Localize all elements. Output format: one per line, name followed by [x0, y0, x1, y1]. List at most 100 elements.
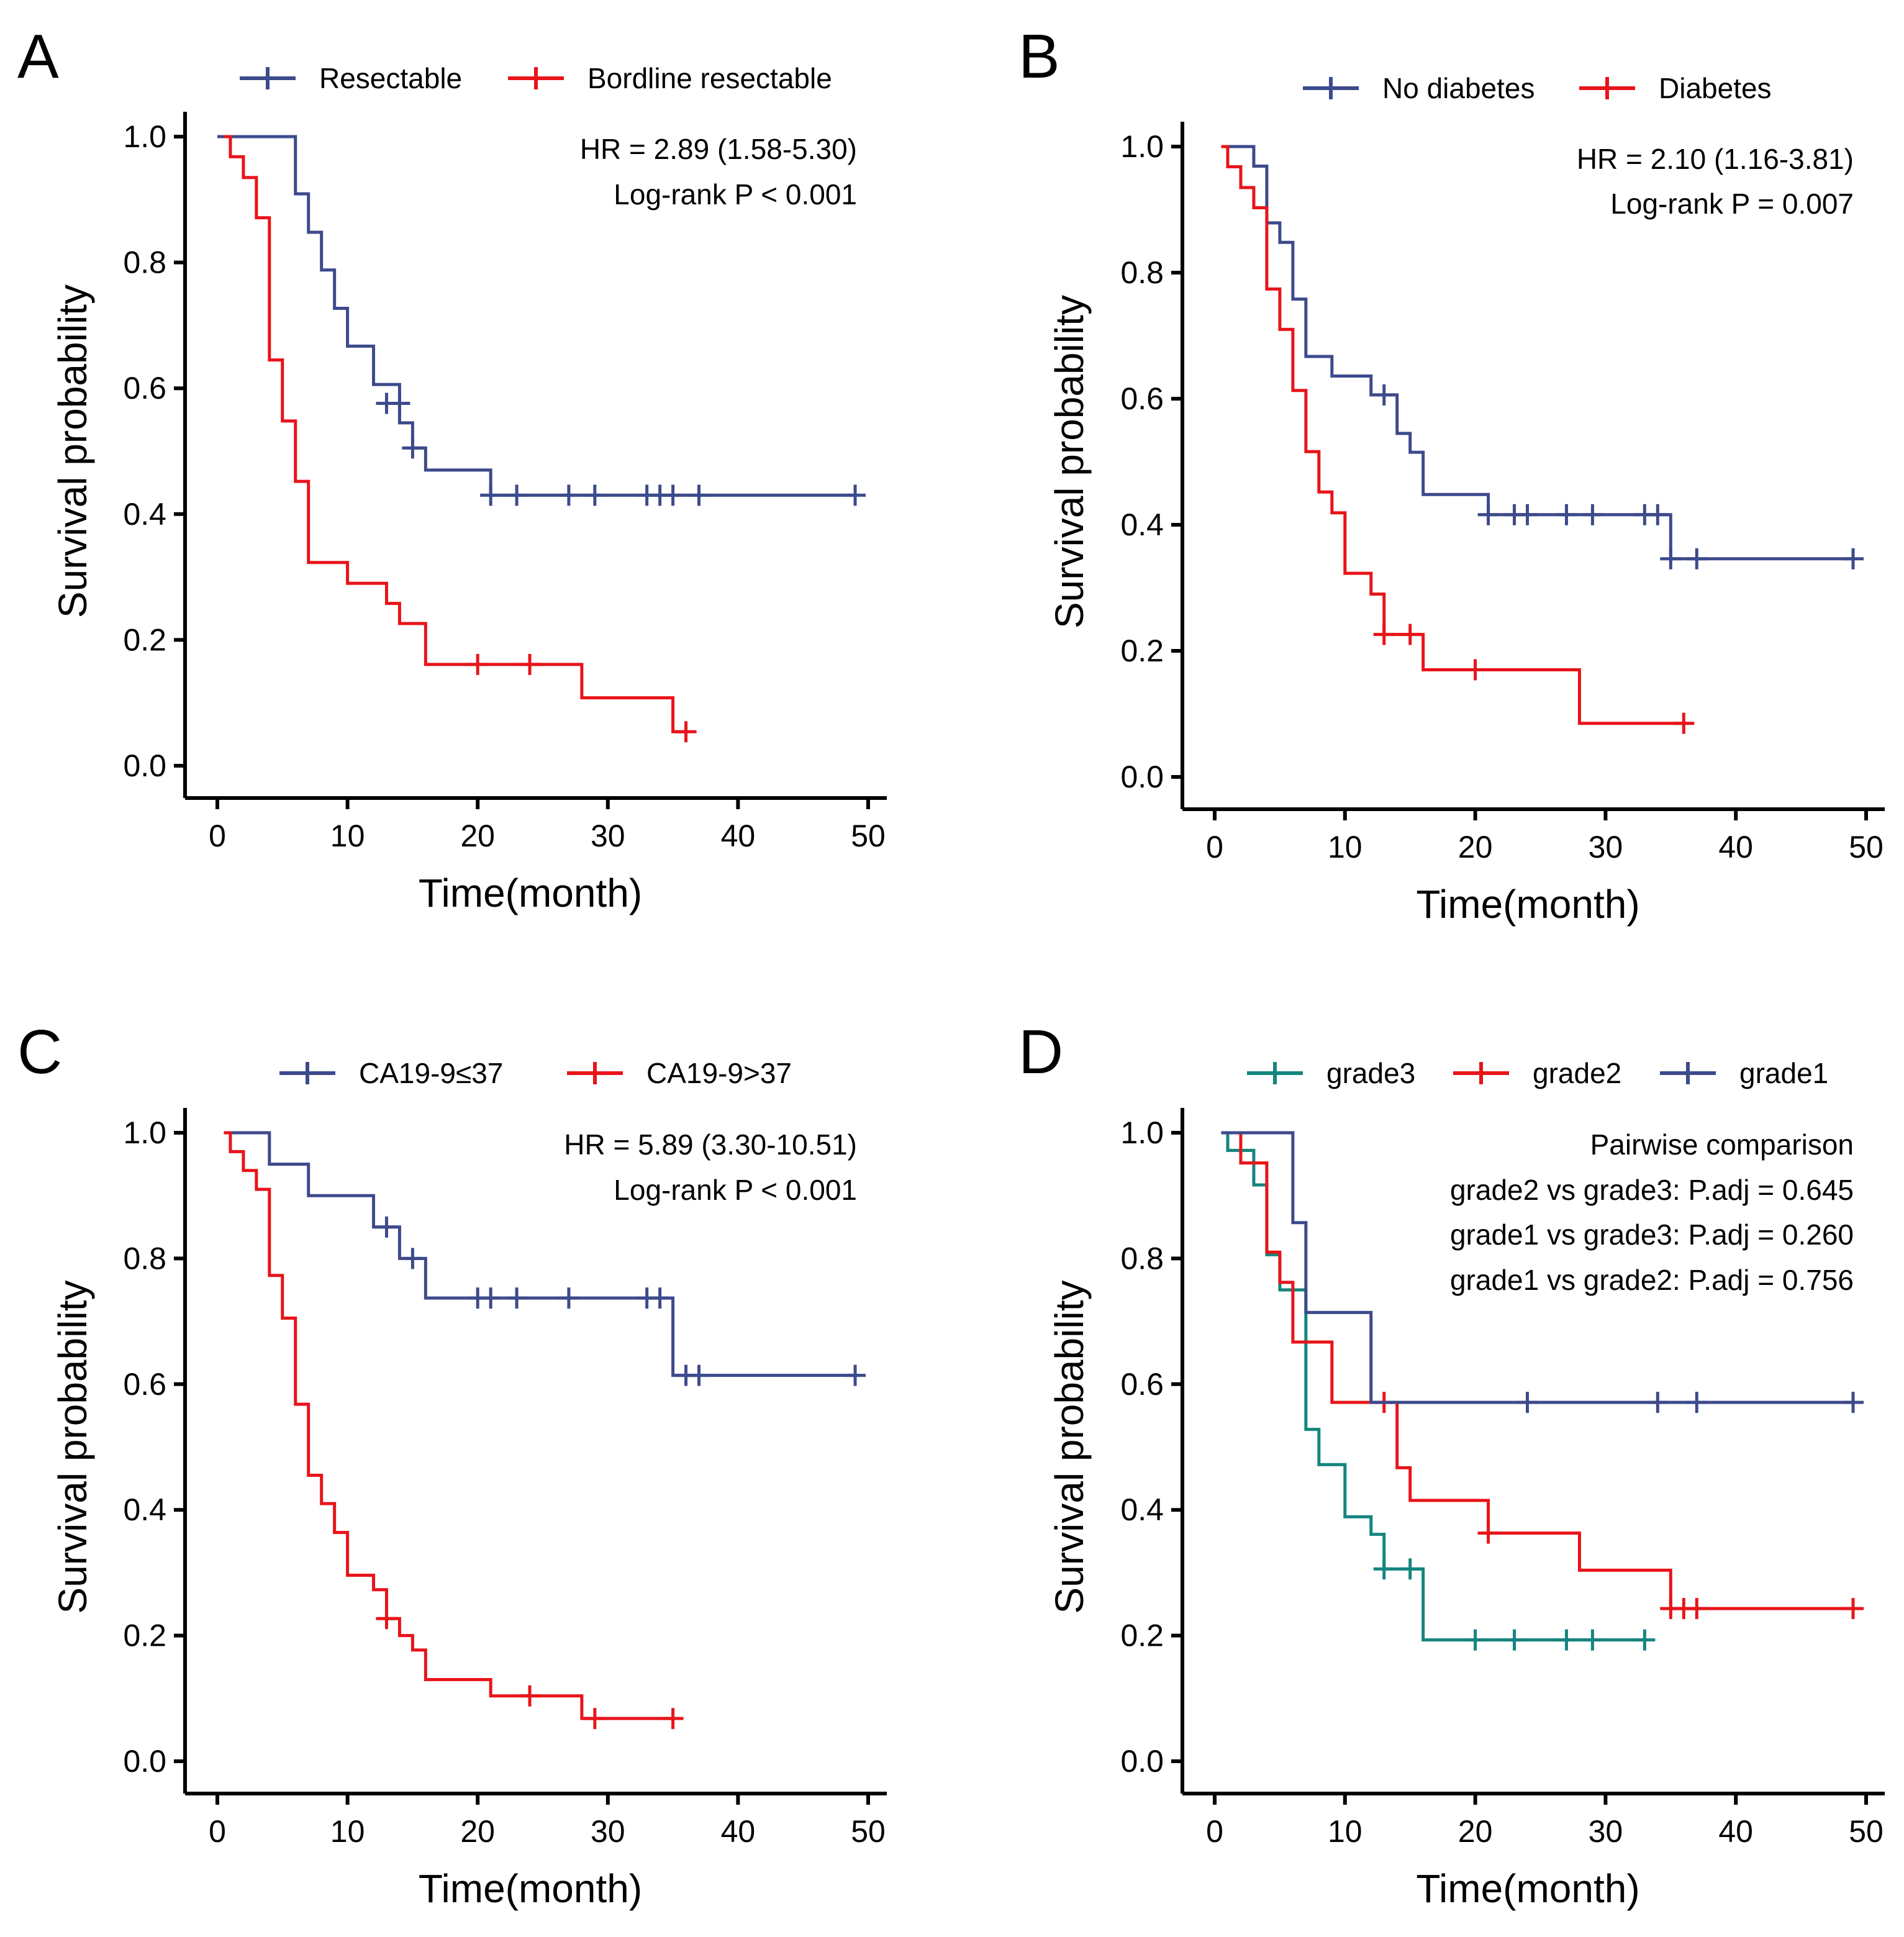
annotation-text: Log-rank P < 0.001	[614, 178, 857, 211]
x-tick-label: 40	[721, 819, 756, 853]
survival-curve-grade3	[1221, 1131, 1645, 1642]
survival-curve-bordline-resectable	[224, 135, 686, 733]
y-tick-label: 0.8	[123, 1241, 166, 1276]
legend-entry: No diabetes	[1303, 72, 1535, 104]
x-tick-label: 0	[1206, 1814, 1223, 1849]
panel-b: B 0.0 0.2 0.4 0.6 0.8 1.0 0 10 20 30 40 50 Time(month…	[1018, 22, 1885, 927]
legend-label: No diabetes	[1382, 72, 1535, 104]
y-tick-label: 0.2	[1120, 633, 1164, 668]
panel-a: A 0.0 0.2 0.4 0.6 0.8 1.0 0 10 20 30 40 50 Time(month…	[17, 22, 887, 915]
y-tick-label: 0.4	[1120, 1492, 1164, 1527]
y-tick-label: 0.6	[1120, 381, 1164, 416]
panel-c: C 0.0 0.2 0.4 0.6 0.8 1.0 0 10 20 30 40 50 Time(month…	[17, 1017, 887, 1911]
panel-d: D 0.0 0.2 0.4 0.6 0.8 1.0 0 10 20 30 40 50 Time(month…	[1018, 1017, 1885, 1911]
y-tick-label: 0.2	[123, 1618, 166, 1653]
panel-letter: D	[1018, 1017, 1063, 1087]
y-axis-title: Survival probability	[50, 284, 95, 618]
x-tick-label: 40	[1718, 830, 1753, 864]
panel-letter: B	[1018, 22, 1060, 91]
annotation-text: HR = 2.89 (1.58-5.30)	[580, 133, 857, 165]
x-tick-label: 10	[330, 1814, 365, 1849]
legend-entry: CA19-9≤37	[279, 1057, 503, 1089]
legend-label: CA19-9≤37	[359, 1057, 503, 1089]
x-tick-label: 50	[851, 1814, 886, 1849]
y-tick-label: 1.0	[123, 119, 166, 154]
x-tick-label: 50	[1849, 830, 1884, 864]
y-tick-label: 0.6	[1120, 1367, 1164, 1402]
x-tick-label: 30	[1589, 1814, 1623, 1849]
y-tick-label: 0.8	[1120, 255, 1164, 290]
x-tick-label: 20	[460, 1814, 495, 1849]
legend-entry: grade1	[1660, 1057, 1828, 1089]
y-tick-label: 0.8	[1120, 1241, 1164, 1276]
y-tick-label: 0.0	[123, 748, 166, 783]
x-tick-label: 20	[1458, 1814, 1493, 1849]
legend-entry: CA19-9>37	[567, 1057, 792, 1089]
legend-entry: Diabetes	[1579, 72, 1772, 104]
y-tick-label: 1.0	[1120, 1115, 1164, 1150]
y-axis-title: Survival probability	[1047, 295, 1092, 628]
annotation-text: Pairwise comparison	[1590, 1128, 1854, 1161]
x-tick-label: 10	[1328, 1814, 1362, 1849]
x-tick-label: 10	[330, 819, 365, 853]
survival-curve-resectable	[217, 135, 856, 497]
y-axis-title: Survival probability	[50, 1280, 95, 1613]
survival-curve-no-diabetes	[1221, 145, 1854, 561]
y-tick-label: 0.4	[123, 497, 166, 532]
x-tick-label: 10	[1328, 830, 1362, 864]
x-tick-label: 0	[209, 1814, 226, 1849]
survival-curve-diabetes	[1221, 145, 1684, 725]
legend-entry: Resectable	[240, 62, 462, 94]
y-tick-label: 0.4	[123, 1492, 166, 1527]
x-axis-title: Time(month)	[419, 871, 642, 915]
legend-entry: grade3	[1247, 1057, 1415, 1089]
annotation-text: grade1 vs grade3: P.adj = 0.260	[1450, 1218, 1854, 1251]
annotation-text: Log-rank P < 0.001	[614, 1174, 857, 1206]
survival-curve-ca19-9-37	[224, 1131, 673, 1720]
legend-entry: Bordline resectable	[508, 62, 832, 94]
y-axis-title: Survival probability	[1047, 1280, 1092, 1613]
annotation-text: grade2 vs grade3: P.adj = 0.645	[1450, 1174, 1854, 1206]
annotation-text: grade1 vs grade2: P.adj = 0.756	[1450, 1264, 1854, 1296]
annotation-text: HR = 5.89 (3.30-10.51)	[564, 1128, 857, 1161]
y-tick-label: 0.2	[1120, 1618, 1164, 1653]
legend-label: Diabetes	[1659, 72, 1772, 104]
y-tick-label: 0.0	[1120, 760, 1164, 794]
x-tick-label: 50	[1849, 1814, 1884, 1849]
legend-entry: grade2	[1453, 1057, 1621, 1089]
x-tick-label: 20	[460, 819, 495, 853]
x-tick-label: 30	[591, 1814, 625, 1849]
x-axis-title: Time(month)	[1416, 882, 1639, 927]
annotation-text: HR = 2.10 (1.16-3.81)	[1577, 143, 1854, 175]
x-tick-label: 50	[851, 819, 886, 853]
x-tick-label: 40	[721, 1814, 756, 1849]
x-tick-label: 0	[1206, 830, 1223, 864]
y-tick-label: 1.0	[123, 1115, 166, 1150]
panel-letter: C	[17, 1017, 62, 1087]
legend-label: grade2	[1533, 1057, 1621, 1089]
x-axis-title: Time(month)	[419, 1866, 642, 1911]
x-tick-label: 0	[209, 819, 226, 853]
legend-label: grade1	[1739, 1057, 1828, 1089]
y-tick-label: 0.6	[123, 1367, 166, 1402]
y-tick-label: 0.4	[1120, 507, 1164, 542]
survival-curve-ca19-9-37	[224, 1131, 856, 1377]
y-tick-label: 0.0	[123, 1744, 166, 1779]
y-tick-label: 1.0	[1120, 129, 1164, 164]
y-tick-label: 0.2	[123, 622, 166, 657]
x-tick-label: 20	[1458, 830, 1493, 864]
survival-curve-grade2	[1221, 1131, 1854, 1610]
y-tick-label: 0.6	[123, 371, 166, 406]
survival-curve-grade1	[1221, 1131, 1854, 1404]
legend-label: Bordline resectable	[587, 62, 832, 94]
x-tick-label: 30	[591, 819, 625, 853]
annotation-text: Log-rank P = 0.007	[1610, 188, 1854, 220]
legend-label: Resectable	[319, 62, 462, 94]
x-tick-label: 40	[1718, 1814, 1753, 1849]
panel-letter: A	[17, 22, 59, 91]
y-tick-label: 0.8	[123, 245, 166, 280]
legend-label: CA19-9>37	[646, 1057, 792, 1089]
legend-label: grade3	[1326, 1057, 1415, 1089]
y-tick-label: 0.0	[1120, 1744, 1164, 1779]
